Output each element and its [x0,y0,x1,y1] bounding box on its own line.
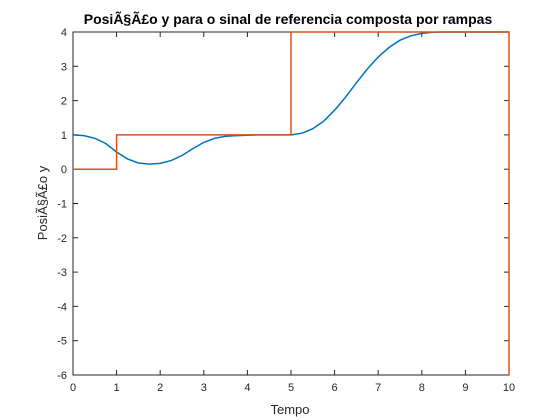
x-tick-label: 2 [157,382,163,394]
y-tick-label: -5 [57,336,67,348]
chart-title: PosiÃ§Ã£o y para o sinal de referencia c… [84,10,493,27]
x-tick-label: 0 [70,382,76,394]
x-tick-label: 5 [288,382,294,394]
x-tick-label: 1 [114,382,120,394]
x-tick-label: 4 [244,382,250,394]
y-tick-label: -6 [57,370,67,382]
y-tick-label: 3 [61,61,67,73]
y-tick-label: -2 [57,233,67,245]
x-tick-label: 9 [462,382,468,394]
y-tick-label: 1 [61,130,67,142]
y-tick-label: -1 [57,199,67,211]
y-tick-label: 0 [61,164,67,176]
x-tick-label: 6 [332,382,338,394]
y-axis-label: PosiÃ§Ã£o y [35,165,50,240]
y-tick-label: -4 [57,301,67,313]
x-tick-label: 7 [375,382,381,394]
x-axis-label: Tempo [270,402,309,417]
x-tick-label: 3 [201,382,207,394]
series-line-reference [73,31,510,375]
x-tick-label: 8 [419,382,425,394]
y-tick-label: -3 [57,267,67,279]
x-tick-label: 10 [503,382,515,394]
y-tick-label: 2 [61,96,67,108]
y-tick-label: 4 [61,27,67,39]
plot-area: 0 1 2 3 4 5 6 7 8 9 10 -6 -5 -4 -3 -2 -1 0 1 2 3 4 [57,27,515,394]
